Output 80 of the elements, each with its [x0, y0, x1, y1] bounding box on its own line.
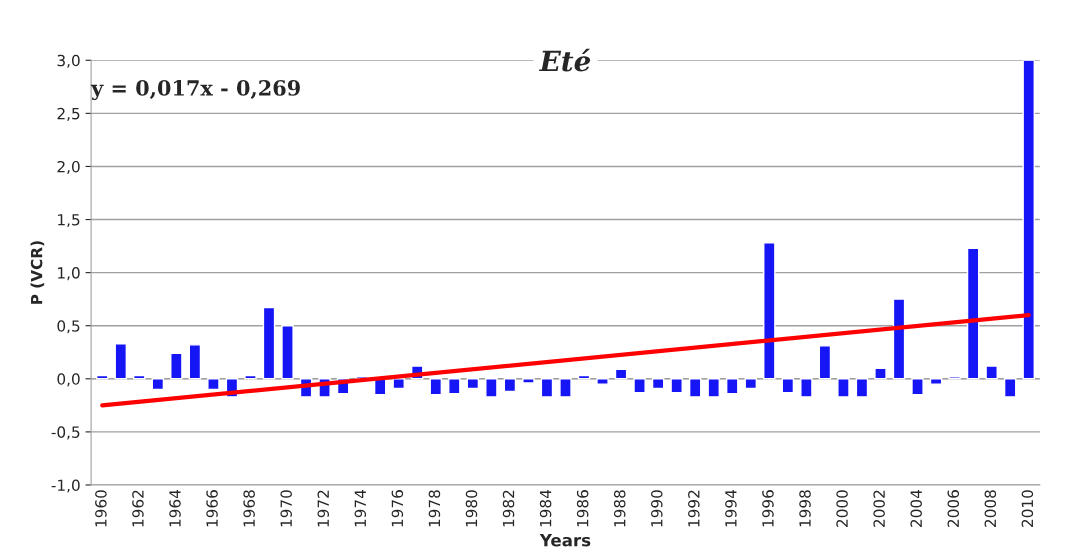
- x-tick-label: 1998: [799, 490, 811, 527]
- bar: [1003, 378, 1017, 398]
- x-axis-title: Years: [539, 534, 591, 547]
- x-tick-label: 1966: [206, 490, 218, 527]
- bar: [800, 378, 813, 398]
- bar: [392, 378, 405, 390]
- bar: [948, 375, 961, 380]
- x-tick-label: 1968: [243, 490, 255, 527]
- x-tick-label: 1980: [465, 490, 478, 527]
- x-tick-label: 1970: [280, 490, 292, 527]
- x-tick-label: 1976: [391, 490, 404, 527]
- bar: [837, 378, 850, 398]
- x-tick-label: 1972: [317, 490, 330, 527]
- x-tick-label: 2004: [910, 490, 922, 527]
- bar: [688, 378, 702, 398]
- x-tick-label: 1986: [576, 490, 589, 527]
- bar: [540, 378, 554, 398]
- y-tick-label: 2,0: [57, 160, 80, 175]
- x-tick-label: 1994: [725, 490, 737, 527]
- bar: [985, 365, 998, 380]
- x-tick-label: 1978: [428, 490, 441, 527]
- bar: [281, 325, 294, 380]
- bar: [725, 378, 739, 395]
- bar: [670, 378, 683, 394]
- bar: [781, 378, 795, 394]
- bar: [707, 378, 720, 398]
- x-tick-label: 2008: [984, 490, 997, 527]
- y-tick-label: 3,0: [57, 54, 80, 68]
- bar: [114, 343, 128, 380]
- y-tick-label: 2,5: [57, 107, 80, 121]
- bar: [188, 344, 202, 380]
- annotation: y = 0,017x - 0,269: [90, 80, 300, 101]
- bar: [559, 378, 572, 398]
- bar: [892, 298, 906, 380]
- bar: [170, 352, 183, 380]
- y-tick-label: 1,0: [58, 267, 80, 281]
- x-tick-label: 1962: [132, 490, 144, 527]
- bar: [651, 378, 665, 390]
- bar: [133, 374, 146, 380]
- bar: [966, 247, 980, 380]
- chart-title: Eté: [538, 48, 591, 72]
- x-tick-label: 1960: [95, 490, 107, 527]
- bar: [429, 378, 443, 396]
- bar: [466, 378, 480, 390]
- x-tick-label: 2006: [947, 490, 960, 527]
- bar: [911, 378, 924, 396]
- y-tick-label: 0,0: [57, 373, 80, 387]
- x-tick-label: 1964: [169, 490, 181, 527]
- x-tick-label: 1996: [762, 490, 774, 527]
- bar: [744, 378, 758, 390]
- x-tick-label: 2000: [836, 490, 848, 527]
- bar: [763, 242, 776, 380]
- y-tick-label: 0,5: [57, 320, 80, 334]
- bar: [596, 378, 609, 385]
- y-tick-label: 1,5: [58, 214, 80, 228]
- x-tick-label: 1974: [354, 490, 367, 527]
- bar: [485, 378, 498, 398]
- bar: [448, 378, 461, 395]
- bar: [855, 378, 869, 398]
- bar: [633, 378, 646, 394]
- bar: [818, 345, 832, 380]
- bar: [874, 367, 887, 380]
- x-tick-label: 1992: [688, 490, 700, 527]
- bar: [1022, 60, 1035, 380]
- x-tick-label: 1988: [613, 490, 626, 527]
- y-tick-label: -1,0: [51, 479, 80, 493]
- x-tick-label: 1990: [651, 490, 663, 527]
- bar: [262, 306, 276, 380]
- bar: [522, 378, 535, 384]
- y-axis-title: P (VCR): [30, 241, 45, 304]
- bar: [929, 378, 943, 385]
- bar: [207, 378, 220, 391]
- bar: [244, 374, 257, 380]
- x-tick-label: 1984: [539, 490, 552, 527]
- bar: [503, 378, 517, 393]
- x-tick-label: 2010: [1021, 490, 1034, 527]
- y-tick-label: -0,5: [51, 426, 80, 440]
- x-tick-label: 2002: [873, 490, 885, 527]
- bar: [151, 378, 165, 391]
- x-tick-label: 1982: [502, 490, 515, 527]
